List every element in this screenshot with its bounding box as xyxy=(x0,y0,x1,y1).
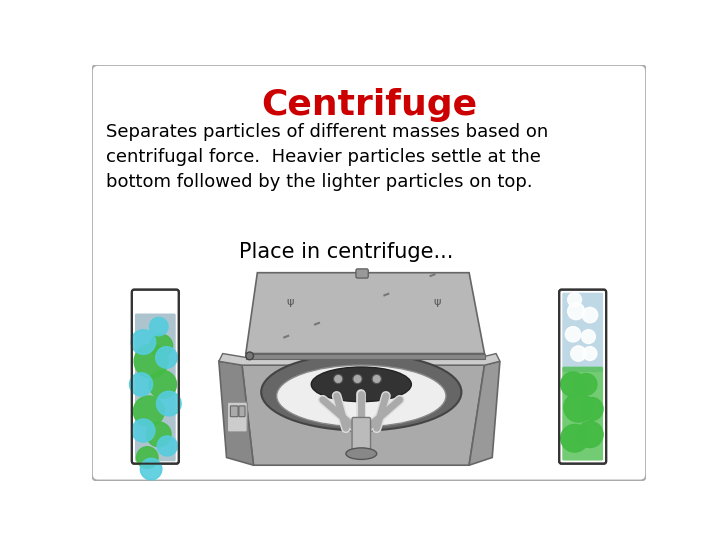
FancyBboxPatch shape xyxy=(562,367,603,461)
Circle shape xyxy=(580,397,603,421)
FancyBboxPatch shape xyxy=(230,406,238,417)
Circle shape xyxy=(149,370,176,398)
Polygon shape xyxy=(242,365,485,465)
FancyBboxPatch shape xyxy=(559,289,606,464)
Text: Place in centrifuge...: Place in centrifuge... xyxy=(239,242,453,262)
Circle shape xyxy=(561,372,585,397)
Circle shape xyxy=(577,421,603,448)
Circle shape xyxy=(583,347,597,361)
Polygon shape xyxy=(219,361,253,465)
FancyBboxPatch shape xyxy=(228,402,248,432)
FancyBboxPatch shape xyxy=(135,314,176,461)
Circle shape xyxy=(575,374,597,395)
Circle shape xyxy=(132,419,155,442)
Circle shape xyxy=(131,330,156,354)
Polygon shape xyxy=(469,361,500,465)
Circle shape xyxy=(146,422,171,447)
Circle shape xyxy=(156,392,181,416)
Circle shape xyxy=(157,436,177,456)
Text: ψ: ψ xyxy=(287,297,294,307)
Ellipse shape xyxy=(346,448,377,460)
Ellipse shape xyxy=(311,367,411,402)
FancyBboxPatch shape xyxy=(239,406,245,417)
Circle shape xyxy=(567,293,582,307)
Ellipse shape xyxy=(276,365,446,427)
Circle shape xyxy=(133,396,164,427)
FancyBboxPatch shape xyxy=(352,417,371,451)
Circle shape xyxy=(561,424,588,452)
Text: Separates particles of different masses based on
centrifugal force.  Heavier par: Separates particles of different masses … xyxy=(106,123,548,191)
FancyBboxPatch shape xyxy=(562,293,603,372)
Polygon shape xyxy=(246,354,485,359)
Circle shape xyxy=(567,303,585,320)
FancyBboxPatch shape xyxy=(92,65,647,481)
Circle shape xyxy=(156,347,177,368)
Circle shape xyxy=(130,373,153,396)
Text: ψ: ψ xyxy=(433,297,441,307)
Circle shape xyxy=(353,374,362,383)
Circle shape xyxy=(564,393,593,422)
FancyBboxPatch shape xyxy=(132,289,179,464)
Circle shape xyxy=(150,318,168,336)
Circle shape xyxy=(140,458,162,480)
Circle shape xyxy=(137,447,158,468)
Circle shape xyxy=(134,345,168,378)
Circle shape xyxy=(150,334,173,357)
Circle shape xyxy=(246,352,253,360)
Circle shape xyxy=(565,327,581,342)
Text: Centrifuge: Centrifuge xyxy=(261,88,477,122)
FancyBboxPatch shape xyxy=(356,269,368,278)
Circle shape xyxy=(571,346,586,361)
Polygon shape xyxy=(246,273,485,354)
Polygon shape xyxy=(219,354,500,365)
Circle shape xyxy=(582,307,598,323)
Circle shape xyxy=(372,374,382,383)
Circle shape xyxy=(582,330,595,343)
Circle shape xyxy=(333,374,343,383)
Ellipse shape xyxy=(261,354,462,430)
